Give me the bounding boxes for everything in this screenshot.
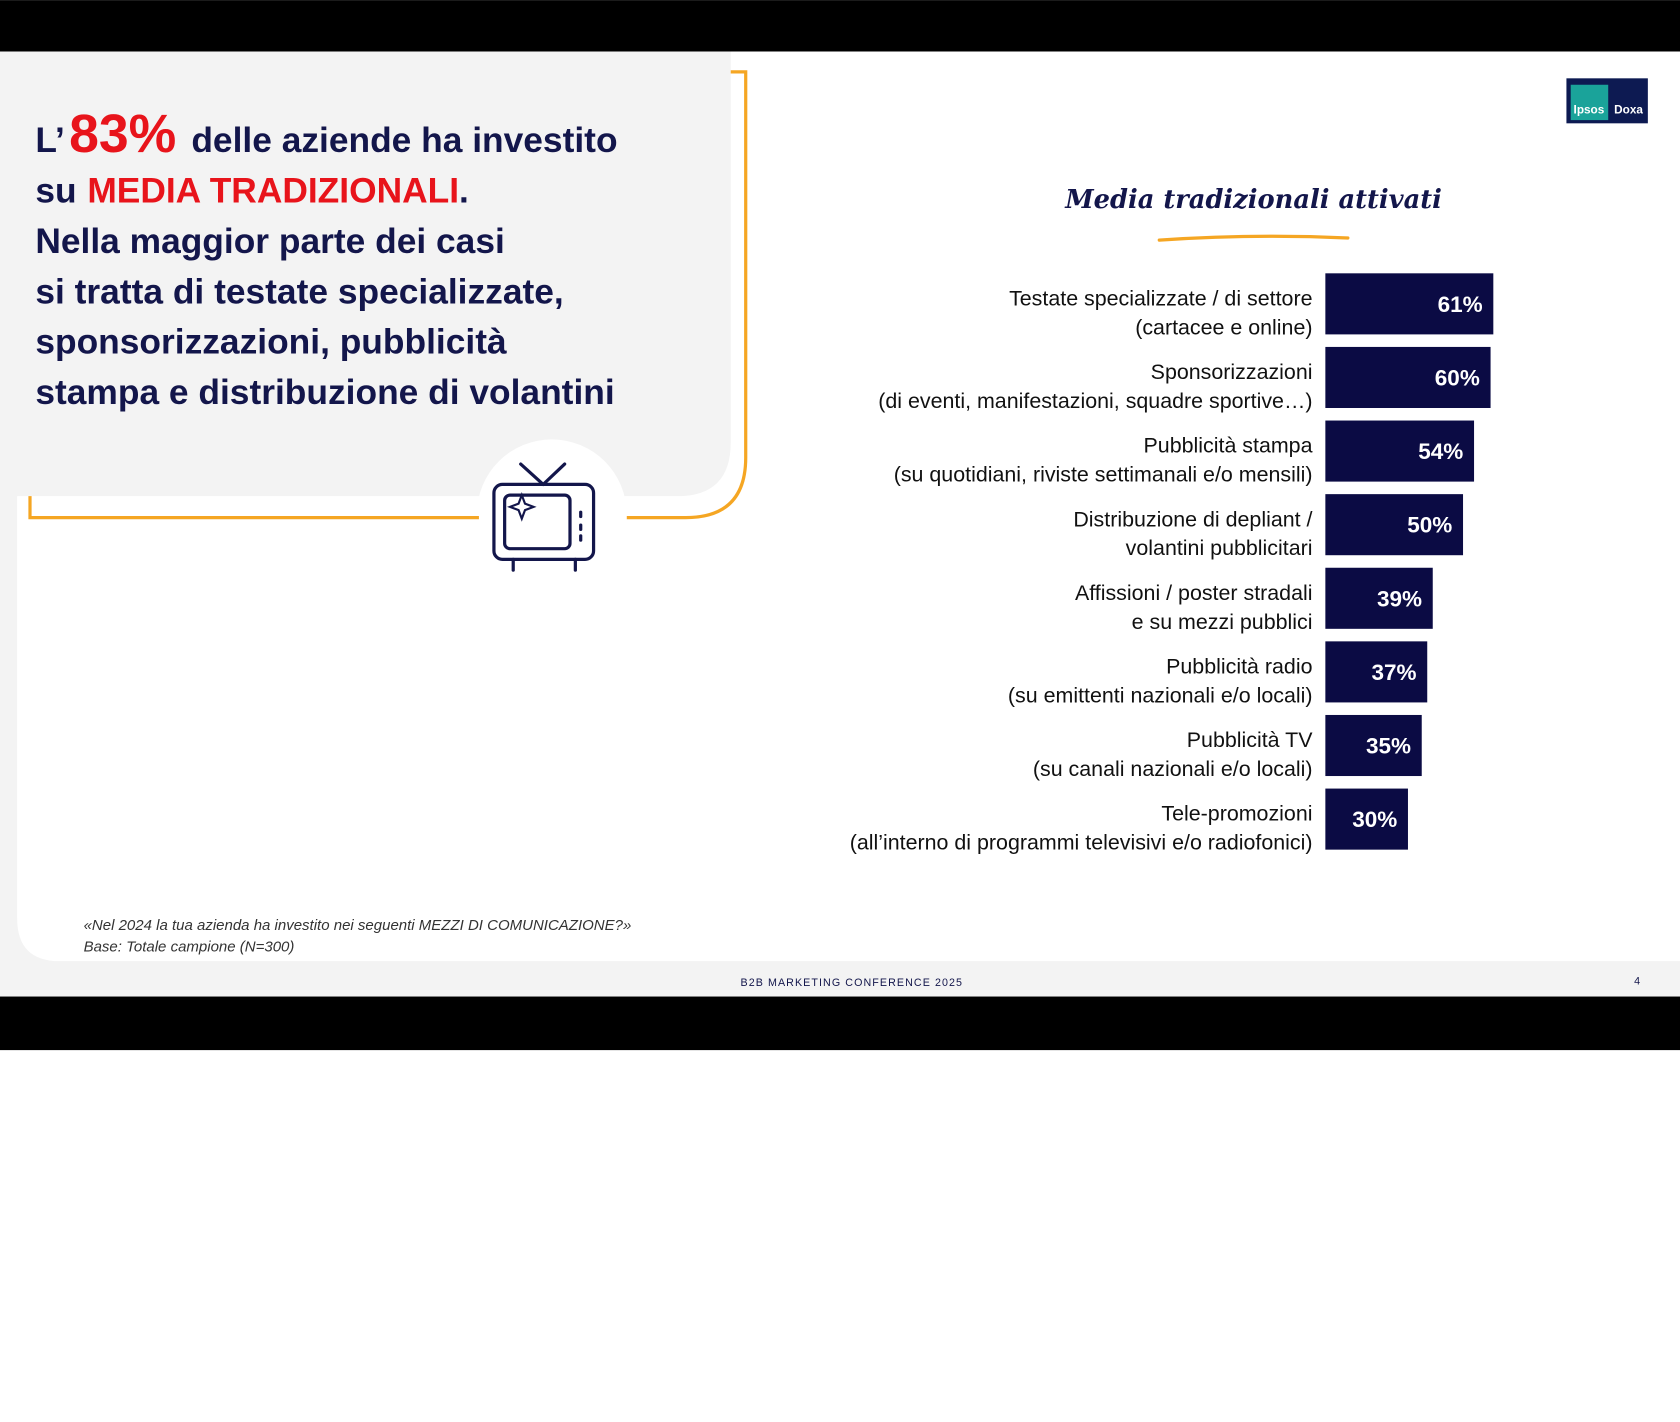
footnote: Base: Totale campione (N=300) — [84, 939, 295, 956]
bottom-band — [0, 996, 1680, 1051]
value-label: 37% — [1371, 660, 1416, 685]
tv-icon — [492, 462, 596, 572]
headline-line: stampa e distribuzione di volantini — [35, 373, 614, 412]
bar — [1325, 788, 1408, 850]
chart-title: Media tradizionali attivati — [1064, 185, 1442, 215]
bar — [1325, 714, 1422, 777]
bar-chart: Testate specializzate / di settore (carta… — [850, 273, 1494, 855]
footer: B2B MARKETING CONFERENCE 2025 — [740, 977, 963, 989]
headline-line: si tratta di testate specializzate, — [35, 272, 563, 311]
category-label: Pubblicità radio (su emittenti nazionali … — [1008, 655, 1313, 708]
icon-bump — [476, 439, 627, 590]
page-number: 4 — [1634, 976, 1640, 988]
top-band — [0, 0, 1680, 52]
headline-line: sponsorizzazioni, pubblicità — [35, 323, 507, 362]
headline-line: L’83% delle aziende ha investito — [35, 105, 617, 164]
headline-text: delle aziende ha investito — [191, 121, 617, 160]
bar — [1325, 346, 1491, 408]
category-label: Pubblicità stampa (su quotidiani, riviste… — [894, 434, 1313, 487]
bar — [1325, 567, 1433, 629]
headline-lines: Nella maggior parte dei casi si tratta di… — [35, 222, 614, 412]
bar — [1325, 494, 1464, 556]
category-label: Affissioni / poster stradali e su mezzi p… — [1075, 581, 1313, 634]
logo-mark — [1570, 84, 1609, 121]
value-label: 50% — [1407, 513, 1452, 538]
value-label: 39% — [1377, 586, 1422, 611]
bar — [1325, 273, 1494, 335]
value-label: 35% — [1366, 734, 1411, 759]
value-label: 30% — [1352, 807, 1397, 832]
category-label: Tele-promozioni (all’interno di programmi… — [850, 802, 1313, 855]
headline-stat: 83% — [69, 105, 176, 164]
category-label: Sponsorizzazioni (di eventi, manifestazio… — [878, 360, 1312, 413]
value-label: 61% — [1438, 292, 1483, 317]
headline-box — [0, 51, 731, 497]
value-label: 54% — [1418, 439, 1463, 464]
title-underline — [1157, 234, 1350, 242]
category-label: Testate specializzate / di settore (carta… — [1009, 286, 1312, 339]
headline-highlight: MEDIA TRADIZIONALI — [87, 172, 459, 211]
headline-text: . — [459, 172, 469, 211]
bar — [1325, 641, 1428, 703]
category-label: Pubblicità TV (su canali nazionali e/o lo… — [1033, 728, 1313, 781]
headline-text: su — [35, 172, 76, 211]
category-label: Distribuzione di depliant / volantini pub… — [1073, 507, 1312, 560]
footnote: «Nel 2024 la tua azienda ha investito ne… — [84, 917, 632, 934]
headline-line: su MEDIA TRADIZIONALI. — [35, 172, 469, 211]
headline-line: Nella maggior parte dei casi — [35, 222, 504, 261]
accent-line — [28, 70, 748, 520]
logo-text: Ipsos — [1574, 104, 1605, 117]
headline-text: L’ — [35, 121, 64, 160]
bar — [1325, 420, 1475, 482]
value-label: 60% — [1435, 366, 1480, 391]
logo-text: Doxa — [1614, 104, 1643, 117]
